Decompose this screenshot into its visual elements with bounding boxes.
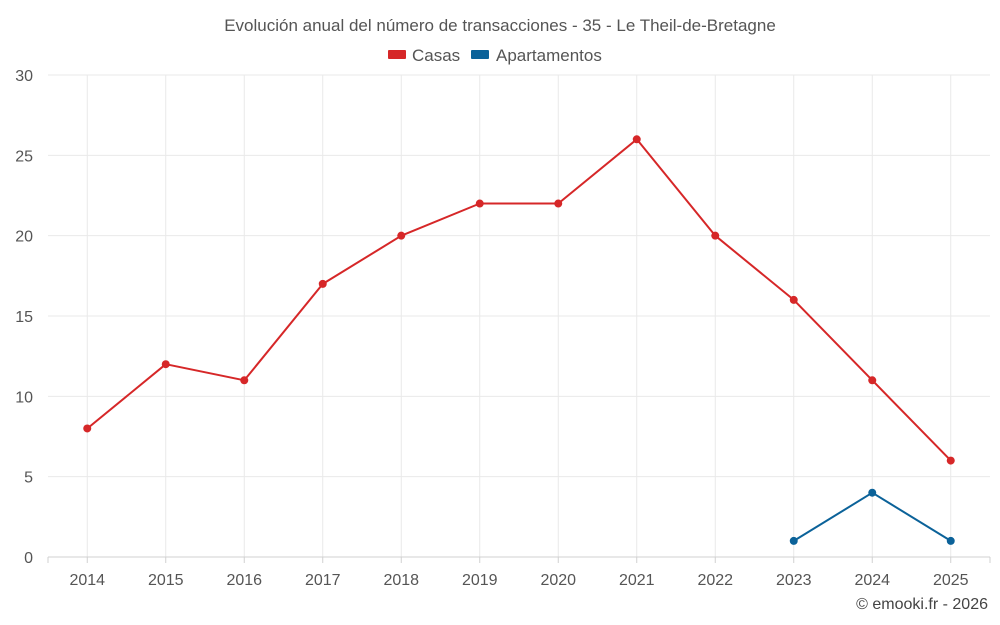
legend: Casas Apartamentos [388,46,602,65]
data-point-apartamentos-2023[interactable] [789,536,798,545]
grid [48,74,990,557]
data-point-casas-2015[interactable] [161,360,170,369]
data-point-casas-2014[interactable] [83,424,92,433]
data-point-casas-2020[interactable] [554,199,563,208]
data-point-apartamentos-2025[interactable] [946,536,955,545]
y-tick-label: 20 [15,229,33,246]
data-point-casas-2021[interactable] [632,135,641,144]
legend-swatch-casas [388,50,406,59]
data-point-casas-2023[interactable] [789,295,798,304]
data-point-casas-2022[interactable] [711,231,720,240]
y-axis: 0 5 10 15 20 25 30 [15,68,33,567]
data-point-casas-2024[interactable] [868,376,877,385]
x-tick-label: 2025 [933,572,969,589]
data-point-casas-2019[interactable] [475,199,484,208]
x-tick-label: 2022 [697,572,733,589]
x-tick-label: 2018 [383,572,419,589]
x-tick-label: 2024 [854,572,890,589]
data-point-casas-2018[interactable] [397,231,406,240]
x-tick-label: 2019 [462,572,498,589]
y-tick-label: 15 [15,309,33,326]
x-tick-label: 2023 [776,572,812,589]
x-tick-label: 2021 [619,572,655,589]
data-point-casas-2017[interactable] [318,279,327,288]
chart-title: Evolución anual del número de transaccio… [224,16,776,35]
y-tick-label: 10 [15,389,33,406]
x-tick-label: 2015 [148,572,184,589]
legend-swatch-apartamentos [471,50,489,59]
credit-text: © emooki.fr - 2026 [856,596,988,613]
x-axis: 2014 2015 2016 2017 2018 2019 2020 2021 2022 2023… [47,556,991,589]
series-layer [83,135,955,545]
y-tick-label: 25 [15,148,33,165]
series-line-casas [86,138,952,462]
data-point-casas-2025[interactable] [946,456,955,465]
y-tick-label: 5 [24,470,33,487]
y-tick-label: 30 [15,68,33,85]
y-tick-label: 0 [24,550,33,567]
data-point-apartamentos-2024[interactable] [868,488,877,497]
x-tick-label: 2020 [540,572,576,589]
x-tick-label: 2014 [69,572,105,589]
x-tick-label: 2017 [305,572,341,589]
legend-label-apartamentos[interactable]: Apartamentos [496,46,602,65]
data-point-casas-2016[interactable] [240,376,249,385]
legend-label-casas[interactable]: Casas [412,46,460,65]
x-tick-label: 2016 [226,572,262,589]
